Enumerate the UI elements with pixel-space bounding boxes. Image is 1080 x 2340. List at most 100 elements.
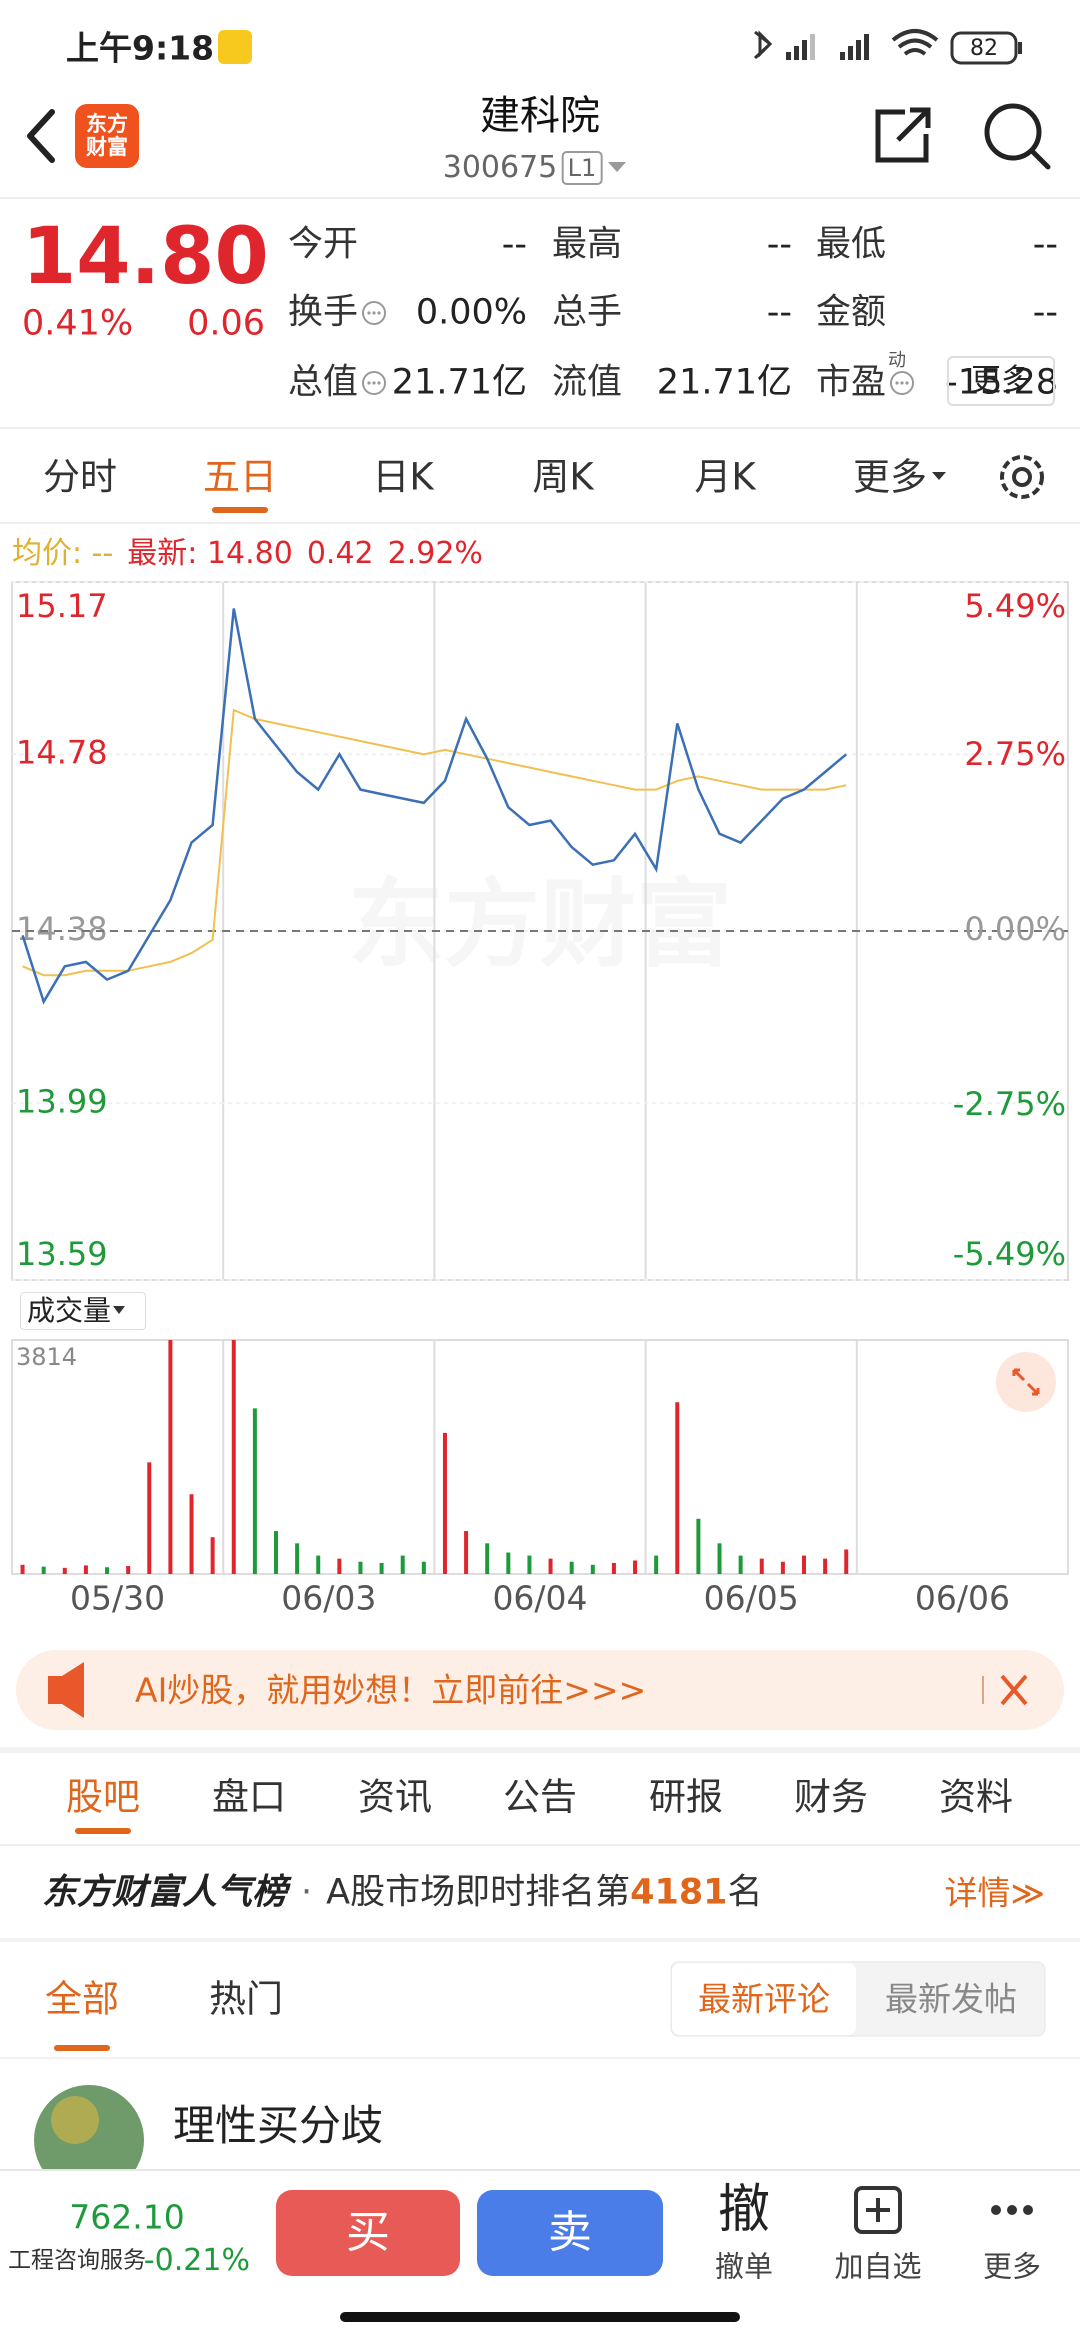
- info-icon-dot: [372, 311, 376, 315]
- volume-bar: [738, 1555, 743, 1574]
- index-value[interactable]: 762.10: [69, 2197, 185, 2237]
- y-tick-label: 13.99: [16, 1082, 108, 1120]
- info-icon[interactable]: [890, 371, 915, 395]
- expand-button[interactable]: [996, 1352, 1056, 1412]
- field-value: --: [1032, 292, 1058, 333]
- banner-text[interactable]: AI炒股，就用妙想！立即前往>>>: [135, 1670, 647, 1710]
- ranking-text: A股市场即时排名第: [326, 1872, 631, 1913]
- y2-tick-label: 5.49%: [964, 587, 1066, 625]
- y-tick-label: 15.17: [16, 587, 108, 625]
- watch-label[interactable]: 加自选: [834, 2249, 922, 2284]
- watch-icon[interactable]: [854, 2186, 902, 2234]
- volume-bar: [654, 1555, 659, 1574]
- volume-bar: [20, 1564, 25, 1574]
- latest-change: 0.42: [306, 536, 374, 571]
- more-icon[interactable]: [991, 2205, 1033, 2215]
- settings-icon[interactable]: [1000, 455, 1044, 499]
- share-icon[interactable]: [875, 107, 931, 163]
- feed-tab[interactable]: 热门: [209, 1977, 283, 2021]
- info-icon-dot: [900, 381, 904, 385]
- section-tab[interactable]: 盘口: [212, 1775, 286, 1819]
- y2-tick-label: 0.00%: [964, 910, 1066, 948]
- cancel-icon[interactable]: 撤: [717, 2180, 771, 2240]
- section-tab[interactable]: 资讯: [358, 1775, 432, 1819]
- section-tab[interactable]: 公告: [503, 1775, 577, 1819]
- watermark: 东方财富: [348, 868, 732, 980]
- chart-tab[interactable]: 五日: [203, 455, 277, 499]
- sell-label[interactable]: 卖: [548, 2207, 592, 2258]
- dropdown-icon: [932, 472, 946, 480]
- back-icon[interactable]: [27, 109, 55, 163]
- field-value: 21.71亿: [656, 362, 792, 403]
- post-title[interactable]: 理性买分歧: [173, 2101, 384, 2150]
- info-icon[interactable]: [362, 301, 387, 325]
- chart-tab[interactable]: 更多: [853, 455, 927, 499]
- ranking-detail[interactable]: 详情≫: [944, 1873, 1045, 1913]
- tab-underline: [54, 2045, 110, 2051]
- volume-bar: [168, 1340, 173, 1574]
- market-level[interactable]: L1: [561, 151, 603, 185]
- buy-button[interactable]: [276, 2190, 460, 2276]
- sector-change[interactable]: -0.21%: [143, 2243, 250, 2278]
- change: 0.06: [187, 303, 265, 344]
- battery-tip: [1018, 42, 1022, 54]
- chart-tab[interactable]: 日K: [372, 455, 434, 499]
- volume-bar: [802, 1555, 806, 1574]
- chart-tab[interactable]: 月K: [694, 455, 756, 499]
- volume-bar: [506, 1552, 511, 1574]
- price: 14.80: [22, 212, 269, 302]
- close-icon[interactable]: [1000, 1674, 1028, 1706]
- field-label: 金额: [816, 292, 887, 333]
- signal-icon: [786, 34, 869, 60]
- volume-bar: [83, 1565, 88, 1574]
- volume-selector[interactable]: 成交量: [20, 1292, 147, 1330]
- ranking-title: 东方财富人气榜: [42, 1872, 288, 1913]
- megaphone-icon: [48, 1662, 84, 1718]
- section-tab[interactable]: 财务: [794, 1775, 868, 1819]
- sort-option[interactable]: 最新评论: [698, 1979, 830, 2019]
- section-tab[interactable]: 股吧: [66, 1775, 140, 1819]
- field-label-sup: 动: [888, 350, 907, 371]
- volume-bar: [696, 1518, 701, 1574]
- avg-line: [22, 708, 847, 977]
- search-icon[interactable]: [984, 103, 1042, 161]
- volume-bar: [442, 1432, 447, 1574]
- section-tab[interactable]: 研报: [649, 1775, 723, 1819]
- volume-bar: [126, 1566, 131, 1574]
- volume-bar: [400, 1555, 405, 1574]
- sector-name[interactable]: 工程咨询服务: [8, 2247, 146, 2274]
- stock-name: 建科院: [480, 93, 600, 139]
- chart-tab[interactable]: 分时: [43, 455, 117, 499]
- volume-bar: [759, 1558, 764, 1574]
- volume-bar: [274, 1531, 278, 1574]
- more-label[interactable]: 更多: [982, 2249, 1042, 2284]
- y-tick-label: 13.59: [16, 1235, 108, 1273]
- tab-underline: [75, 1828, 131, 1834]
- logo-text: 东方财富: [86, 111, 128, 159]
- dropdown-icon: [113, 1306, 125, 1314]
- field-value: --: [766, 292, 792, 333]
- change-pct: 0.41%: [22, 303, 134, 344]
- field-label: 今开: [288, 224, 359, 265]
- home-indicator[interactable]: [340, 2312, 740, 2322]
- chart-legend: 均价: -- 最新: 14.80 0.42 2.92%: [12, 539, 483, 569]
- volume-bar: [844, 1549, 849, 1574]
- sort-option[interactable]: 最新发帖: [885, 1979, 1017, 2019]
- section-tab[interactable]: 资料: [939, 1775, 1013, 1819]
- ranking-suffix: 名: [727, 1872, 763, 1913]
- banner-bg[interactable]: [16, 1650, 1064, 1730]
- volume-bar: [147, 1462, 152, 1574]
- more-button[interactable]: 更多: [947, 356, 1055, 406]
- info-icon[interactable]: [362, 371, 387, 395]
- chart-tab[interactable]: 周K: [532, 455, 594, 499]
- buy-label[interactable]: 买: [346, 2207, 390, 2258]
- cancel-label[interactable]: 撤单: [714, 2249, 774, 2284]
- y2-tick-label: -5.49%: [953, 1235, 1066, 1273]
- feed-tab[interactable]: 全部: [45, 1977, 119, 2021]
- volume-bar: [231, 1340, 236, 1574]
- volume-bar: [62, 1567, 67, 1574]
- volume-bar: [379, 1562, 384, 1574]
- field-value: --: [1032, 224, 1058, 265]
- sell-button[interactable]: [477, 2190, 663, 2276]
